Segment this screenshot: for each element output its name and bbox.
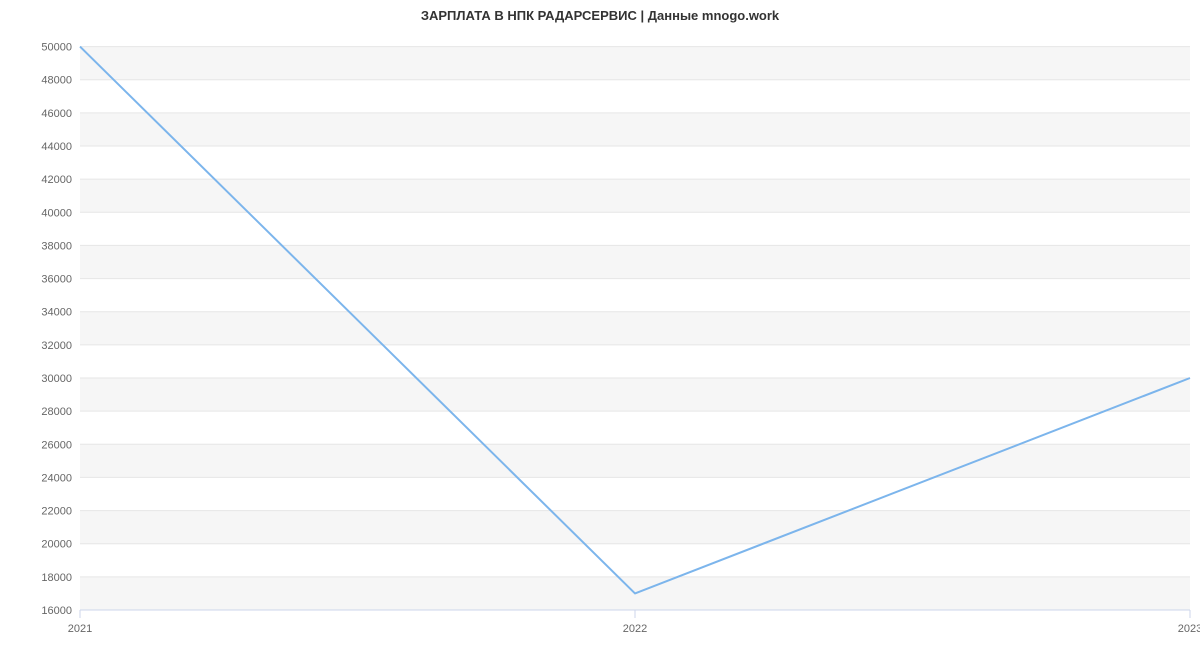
plot-band xyxy=(80,245,1190,278)
y-tick-label: 28000 xyxy=(41,406,72,418)
plot-band xyxy=(80,179,1190,212)
y-tick-label: 42000 xyxy=(41,174,72,186)
plot-band xyxy=(80,47,1190,80)
y-tick-label: 26000 xyxy=(41,439,72,451)
y-tick-label: 30000 xyxy=(41,373,72,385)
y-tick-label: 34000 xyxy=(41,307,72,319)
plot-band xyxy=(80,378,1190,411)
y-tick-label: 44000 xyxy=(41,141,72,153)
y-tick-label: 24000 xyxy=(41,472,72,484)
x-tick-label: 2022 xyxy=(623,623,647,635)
y-tick-label: 40000 xyxy=(41,207,72,219)
plot-band xyxy=(80,444,1190,477)
plot-band xyxy=(80,511,1190,544)
y-tick-label: 50000 xyxy=(41,42,72,54)
x-tick-label: 2021 xyxy=(68,623,92,635)
plot-band xyxy=(80,312,1190,345)
x-tick-label: 2023 xyxy=(1178,623,1200,635)
y-tick-label: 22000 xyxy=(41,506,72,518)
y-tick-label: 36000 xyxy=(41,274,72,286)
y-tick-label: 38000 xyxy=(41,240,72,252)
y-tick-label: 20000 xyxy=(41,539,72,551)
y-tick-label: 46000 xyxy=(41,108,72,120)
y-tick-label: 48000 xyxy=(41,75,72,87)
chart-svg: 16000 18000 20000 22000 24000 26000 28000 30000… xyxy=(0,0,1200,650)
salary-chart: ЗАРПЛАТА В НПК РАДАРСЕРВИС | Данные mnog… xyxy=(0,0,1200,650)
y-tick-label: 32000 xyxy=(41,340,72,352)
y-tick-label: 18000 xyxy=(41,572,72,584)
plot-band xyxy=(80,113,1190,146)
y-tick-label: 16000 xyxy=(41,605,72,617)
